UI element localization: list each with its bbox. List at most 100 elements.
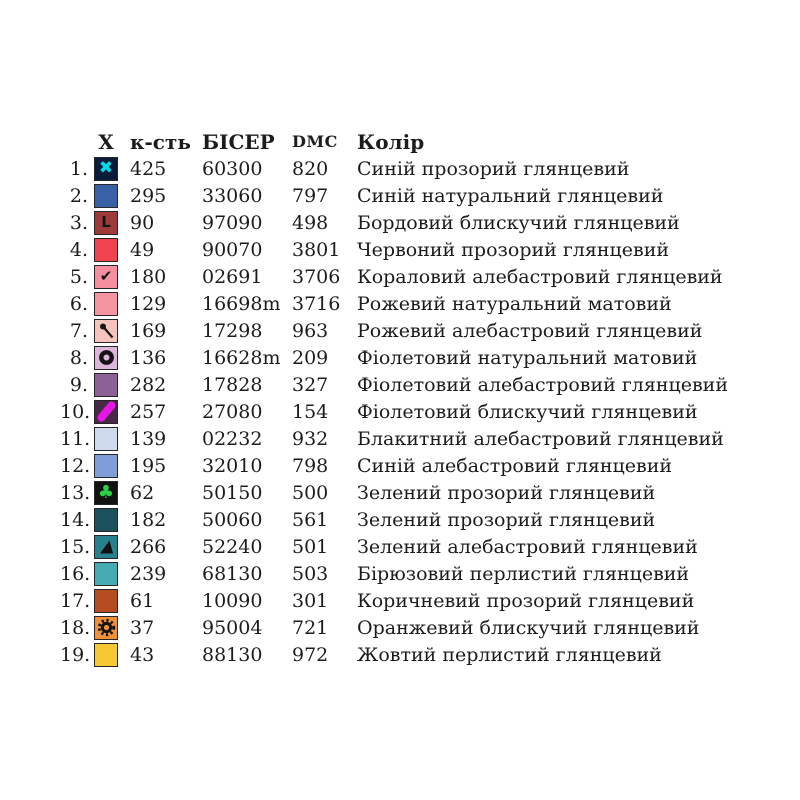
dmc-code: 327: [292, 373, 329, 396]
count-value: 49: [130, 238, 155, 261]
row-number: 5.: [69, 265, 88, 288]
color-swatch: ✖: [94, 156, 118, 181]
color-name: Бордовий блискучий глянцевий: [357, 211, 680, 234]
count-value: 129: [130, 292, 167, 315]
color-name: Зелений прозорий глянцевий: [357, 481, 656, 504]
count-value: 136: [130, 346, 167, 369]
color-swatch: ♣: [94, 480, 118, 505]
dmc-code: 301: [292, 589, 329, 612]
count-value: 295: [130, 184, 167, 207]
count-value: 425: [130, 157, 167, 180]
legend-row: 18. 37 95004 721 Оранжевий блискучий глянцев…: [60, 614, 728, 641]
x-cross-icon: ✖: [98, 158, 114, 178]
dmc-code: 154: [292, 400, 329, 423]
bead-code: 10090: [202, 589, 263, 612]
dmc-code: 3716: [292, 292, 341, 315]
symbol-cell: ✖: [88, 156, 122, 181]
count-value: 180: [130, 265, 167, 288]
dmc-code: 798: [292, 454, 329, 477]
color-name: Зелений алебастровий глянцевий: [357, 535, 698, 558]
bead-code: 32010: [202, 454, 263, 477]
dmc-code: 3706: [292, 265, 341, 288]
legend-row: 14. 182 50060 561 Зелений прозорий глянцевий: [60, 506, 728, 533]
dmc-code: 561: [292, 508, 329, 531]
triangle-icon: [99, 540, 113, 554]
header-beads: БІСЕР: [202, 129, 275, 154]
symbol-cell: L: [88, 210, 122, 235]
bead-code: 50060: [202, 508, 263, 531]
count-value: 90: [130, 211, 155, 234]
legend-row: 17. 61 10090 301 Коричневий прозорий глянцев…: [60, 587, 728, 614]
color-name: Фіолетовий натуральний матовий: [357, 346, 698, 369]
count-value: 282: [130, 373, 167, 396]
dmc-code: 820: [292, 157, 329, 180]
count-value: 266: [130, 535, 167, 558]
bead-code: 33060: [202, 184, 263, 207]
count-value: 182: [130, 508, 167, 531]
legend-row: 13. ♣ 62 50150 500 Зелений прозорий глянцевий: [60, 479, 728, 506]
bead-code: 16628m: [202, 346, 281, 369]
symbol-cell: [88, 318, 122, 343]
legend-row: 5. ✔ 180 02691 3706 Кораловий алебастровий гл…: [60, 263, 728, 290]
color-swatch: [94, 345, 118, 370]
color-swatch: [94, 426, 118, 451]
dmc-code: 501: [292, 535, 329, 558]
legend-header-row: X к-сть БІСЕР DMC Колір: [60, 128, 728, 155]
row-number: 1.: [69, 157, 88, 180]
bead-code: 27080: [202, 400, 263, 423]
legend-row: 3. L 90 97090 498 Бордовий блискучий глянцеви…: [60, 209, 728, 236]
color-swatch: [94, 453, 118, 478]
color-name: Оранжевий блискучий глянцевий: [357, 616, 700, 639]
color-name: Кораловий алебастровий глянцевий: [357, 265, 723, 288]
color-swatch: [94, 534, 118, 559]
bead-code: 90070: [202, 238, 263, 261]
count-value: 37: [130, 616, 155, 639]
color-name: Фіолетовий алебастровий глянцевий: [357, 373, 729, 396]
dmc-code: 500: [292, 481, 329, 504]
header-color: Колір: [357, 129, 425, 154]
row-number: 14.: [60, 508, 91, 531]
legend-row: 19. 43 88130 972 Жовтий перлистий глянцевий: [60, 641, 728, 668]
row-number: 3.: [69, 211, 88, 234]
row-number: 2.: [69, 184, 88, 207]
symbol-cell: ✔: [88, 264, 122, 289]
row-number: 13.: [60, 481, 91, 504]
color-swatch: [94, 561, 118, 586]
pin-icon: [99, 323, 113, 339]
bead-code: 16698m: [202, 292, 281, 315]
check-icon: ✔: [99, 267, 113, 285]
count-value: 257: [130, 400, 167, 423]
row-number: 10.: [60, 400, 91, 423]
symbol-cell: [88, 642, 122, 667]
bead-code: 60300: [202, 157, 263, 180]
row-number: 18.: [60, 616, 91, 639]
row-number: 15.: [60, 535, 91, 558]
row-number: 6.: [69, 292, 88, 315]
legend-row: 11. 139 02232 932 Блакитний алебастровий гля…: [60, 425, 728, 452]
color-name: Синій натуральний глянцевий: [357, 184, 664, 207]
symbol-cell: [88, 426, 122, 451]
bead-code: 88130: [202, 643, 263, 666]
symbol-cell: ♣: [88, 480, 122, 505]
legend-row: 6. 129 16698m 3716 Рожевий натуральний матов…: [60, 290, 728, 317]
color-name: Блакитний алебастровий глянцевий: [357, 427, 724, 450]
row-number: 4.: [69, 238, 88, 261]
color-swatch: [94, 588, 118, 613]
legend-row: 2. 295 33060 797 Синій натуральний глянцевий: [60, 182, 728, 209]
symbol-cell: [88, 183, 122, 208]
legend-row: 10. 257 27080 154 Фіолетовий блискучий глянц…: [60, 398, 728, 425]
count-value: 61: [130, 589, 155, 612]
dmc-code: 209: [292, 346, 329, 369]
dmc-code: 3801: [292, 238, 341, 261]
bead-code: 95004: [202, 616, 263, 639]
color-swatch: [94, 183, 118, 208]
symbol-cell: [88, 534, 122, 559]
color-swatch: [94, 372, 118, 397]
bead-code: 97090: [202, 211, 263, 234]
bead-code: 68130: [202, 562, 263, 585]
row-number: 19.: [60, 643, 91, 666]
row-number: 7.: [69, 319, 88, 342]
legend-row: 8. 136 16628m 209 Фіолетовий натуральний мат…: [60, 344, 728, 371]
count-value: 195: [130, 454, 167, 477]
color-name: Коричневий прозорий глянцевий: [357, 589, 695, 612]
